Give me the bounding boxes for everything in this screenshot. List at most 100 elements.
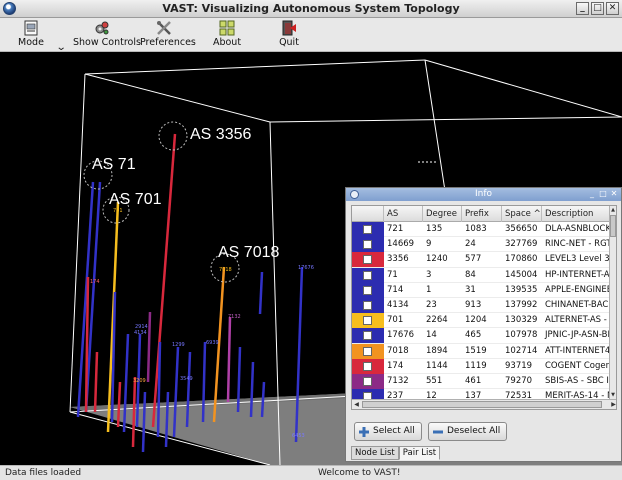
mode-icon: [23, 20, 39, 36]
cell-space: 145004: [505, 269, 538, 280]
toolbar: Mode ⌄ Show Controls Preferences About Q: [0, 18, 622, 53]
status-message: Data files loaded: [5, 468, 82, 478]
mode-dropdown-chevron-icon[interactable]: ⌄: [55, 42, 67, 53]
small-label: 174: [90, 279, 100, 285]
row-checkbox[interactable]: [363, 316, 372, 326]
small-label: 3549: [180, 376, 193, 382]
row-color-swatch: [352, 267, 384, 283]
cell-prefix: 31: [465, 284, 476, 295]
cell-degree: 9: [426, 239, 432, 250]
row-color-swatch: [352, 373, 384, 389]
cell-prefix: 1119: [465, 360, 487, 371]
cell-degree: 135: [426, 224, 443, 234]
cell-degree: 12: [426, 391, 437, 402]
col-header-prefix[interactable]: Prefix: [462, 206, 502, 222]
table-vertical-scrollbar[interactable]: ▲ ▼: [609, 206, 616, 399]
horizontal-scroll-thumb[interactable]: [362, 401, 602, 408]
info-title: Info: [474, 189, 493, 199]
row-color-swatch: [352, 343, 384, 359]
col-header-as[interactable]: AS: [384, 206, 423, 222]
mode-button[interactable]: Mode: [14, 18, 48, 52]
title-bar[interactable]: VAST: Visualizing Autonomous System Topo…: [0, 0, 622, 18]
table-row[interactable]: 174 1144 1119 93719 COGENT Cogent/I: [352, 358, 612, 374]
table-row[interactable]: 7018 1894 1519 102714 ATT-INTERNET4 -: [352, 343, 612, 359]
quit-button[interactable]: Quit: [276, 18, 302, 52]
table-row[interactable]: 3356 1240 577 170860 LEVEL3 Level 3 C: [352, 252, 612, 268]
cell-space: 102714: [505, 345, 538, 356]
small-label: 7018: [219, 267, 232, 273]
label-as-71[interactable]: AS 71: [92, 156, 136, 173]
cell-description: RINC-NET - RGT N: [545, 239, 612, 250]
scroll-right-icon[interactable]: ▶: [611, 401, 616, 408]
small-label: 4134: [134, 330, 147, 336]
tab-pair-list[interactable]: Pair List: [398, 446, 441, 460]
row-checkbox[interactable]: [363, 240, 372, 250]
row-checkbox[interactable]: [363, 270, 372, 280]
row-checkbox[interactable]: [363, 376, 372, 386]
cell-prefix: 137: [465, 391, 482, 402]
row-checkbox[interactable]: [363, 300, 372, 310]
cell-as: 71: [387, 269, 398, 280]
col-header-degree[interactable]: Degree: [423, 206, 462, 222]
app-icon[interactable]: [3, 2, 16, 15]
row-color-swatch: [352, 328, 384, 344]
row-checkbox[interactable]: [363, 331, 372, 341]
tab-node-list[interactable]: Node List: [351, 446, 399, 460]
vertical-scroll-thumb[interactable]: [610, 215, 616, 237]
scroll-up-icon[interactable]: ▲: [611, 207, 615, 213]
deselect-all-button[interactable]: Deselect All: [428, 422, 508, 441]
table-row[interactable]: 721 135 1083 356650 DLA-ASNBLOCK-A: [352, 222, 612, 238]
info-minimize-button[interactable]: _: [590, 189, 594, 198]
show-controls-icon: [94, 20, 110, 36]
table-row[interactable]: 4134 23 913 137992 CHINANET-BACKE: [352, 297, 612, 314]
table-row[interactable]: 7132 551 461 79270 SBIS-AS - SBC Int: [352, 373, 612, 390]
table-row[interactable]: 701 2264 1204 130329 ALTERNET-AS - U: [352, 313, 612, 329]
info-title-bar[interactable]: Info _ □ ✕: [346, 188, 621, 201]
info-tabs: Node List Pair List: [351, 446, 441, 460]
table-row[interactable]: 714 1 31 139535 APPLE-ENGINEER: [352, 282, 612, 298]
cell-prefix: 465: [465, 330, 482, 341]
info-close-button[interactable]: ✕: [610, 189, 618, 198]
cell-space: 139535: [505, 284, 538, 295]
cell-as: 7132: [387, 375, 409, 386]
maximize-button[interactable]: □: [591, 2, 604, 15]
minimize-button[interactable]: _: [576, 2, 589, 15]
row-checkbox[interactable]: [363, 255, 372, 265]
cell-description: DLA-ASNBLOCK-A: [545, 224, 612, 234]
close-button[interactable]: ✕: [606, 2, 619, 15]
show-controls-button[interactable]: Show Controls: [73, 18, 141, 52]
small-label: 7132: [228, 314, 241, 320]
info-window-controls: _ □ ✕: [587, 189, 619, 199]
scroll-left-icon[interactable]: ◀: [354, 401, 359, 408]
cell-as: 721: [387, 224, 404, 234]
cell-prefix: 24: [465, 239, 476, 250]
table-row[interactable]: 14669 9 24 327769 RINC-NET - RGT N: [352, 237, 612, 253]
cell-space: 356650: [505, 224, 538, 234]
col-header-space[interactable]: Space ^: [502, 206, 542, 222]
cell-description: CHINANET-BACKE: [545, 299, 612, 310]
row-checkbox[interactable]: [363, 346, 372, 356]
node-table[interactable]: AS Degree Prefix Space ^ Description 721…: [351, 205, 617, 410]
label-as-7018[interactable]: AS 7018: [218, 244, 279, 261]
table-row[interactable]: 71 3 84 145004 HP-INTERNET-AS: [352, 267, 612, 283]
scroll-down-icon[interactable]: ▼: [611, 392, 615, 398]
row-color-swatch: [352, 313, 384, 329]
row-checkbox[interactable]: [363, 285, 372, 295]
col-header-description[interactable]: Description: [542, 206, 612, 222]
preferences-button[interactable]: Preferences: [140, 18, 196, 52]
info-maximize-button[interactable]: □: [599, 189, 607, 198]
select-all-button[interactable]: Select All: [354, 422, 422, 441]
table-row[interactable]: 17676 14 465 107978 JPNIC-JP-ASN-BLC: [352, 328, 612, 344]
col-header-select[interactable]: [352, 206, 384, 222]
row-checkbox[interactable]: [363, 225, 372, 234]
cell-as: 237: [387, 391, 404, 402]
cell-as: 14669: [387, 239, 415, 250]
label-as-701[interactable]: AS 701: [109, 191, 162, 208]
label-as-3356[interactable]: AS 3356: [190, 126, 251, 143]
selection-halos: [83, 121, 240, 283]
info-window-icon[interactable]: [350, 190, 359, 199]
table-horizontal-scrollbar[interactable]: ◀ ▶: [352, 399, 616, 409]
row-checkbox[interactable]: [363, 361, 372, 371]
cell-space: 93719: [505, 360, 533, 371]
about-button[interactable]: About: [212, 18, 242, 52]
